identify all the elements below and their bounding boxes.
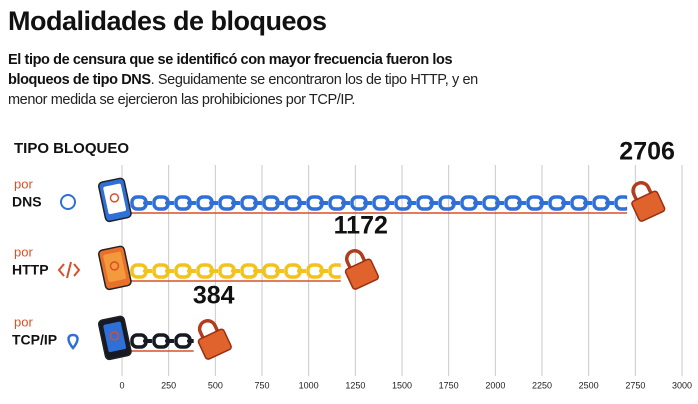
- category-prefix: por: [14, 314, 33, 329]
- phone-icon-mark: [109, 261, 120, 271]
- x-tick-label: 3000: [672, 380, 692, 390]
- category-label: TCP/IP: [12, 332, 57, 348]
- padlock-body: [631, 190, 666, 222]
- x-tick-label: 1250: [345, 380, 365, 390]
- axis-label: TIPO BLOQUEO: [14, 140, 129, 157]
- x-tick-label: 2750: [625, 380, 645, 390]
- x-tick-label: 250: [161, 380, 176, 390]
- x-tick-label: 0: [119, 380, 124, 390]
- x-tick-label: 500: [208, 380, 223, 390]
- x-tick-label: 2250: [532, 380, 552, 390]
- pin-icon: [67, 333, 79, 350]
- padlock: [197, 319, 232, 360]
- bar: [130, 263, 341, 279]
- padlock-shackle: [345, 249, 367, 271]
- padlock: [344, 249, 380, 290]
- padlock-body: [344, 258, 380, 290]
- phone-screen: [103, 183, 127, 215]
- phone-screen: [103, 251, 127, 283]
- padlock-shackle: [631, 181, 654, 203]
- globe-icon: [60, 194, 76, 210]
- category-label: DNS: [12, 194, 42, 210]
- x-tick-label: 2500: [579, 380, 599, 390]
- subtitle-bold: El tipo de censura que se identificó con…: [8, 52, 453, 88]
- phone-icon: [97, 177, 132, 223]
- phone-screen: [103, 321, 127, 353]
- x-tick-label: 2000: [485, 380, 505, 390]
- phone-icon: [97, 315, 132, 361]
- phone-icon: [97, 245, 132, 291]
- bar: [130, 333, 194, 349]
- subtitle: El tipo de censura que se identificó con…: [8, 50, 508, 110]
- x-tick-label: 1500: [392, 380, 412, 390]
- x-tick-label: 1750: [439, 380, 459, 390]
- x-tick-label: 750: [254, 380, 269, 390]
- phone-icon-mark: [109, 193, 120, 203]
- title: Modalidades de bloqueos: [8, 6, 327, 36]
- category-prefix: por: [14, 244, 33, 259]
- value-label: 384: [193, 282, 235, 310]
- value-label: 1172: [334, 212, 388, 240]
- padlock-body: [197, 328, 232, 360]
- code-icon: [57, 261, 81, 279]
- padlock: [631, 181, 666, 222]
- value-label: 2706: [619, 138, 675, 166]
- category-prefix: por: [14, 176, 33, 191]
- padlock-shackle: [197, 319, 220, 341]
- subtitle-text: . Seguidamente se encontraron los de tip…: [8, 72, 478, 108]
- phone-icon-mark: [109, 331, 120, 341]
- x-tick-label: 1000: [299, 380, 319, 390]
- category-label: HTTP: [12, 262, 49, 278]
- bar: [130, 195, 628, 211]
